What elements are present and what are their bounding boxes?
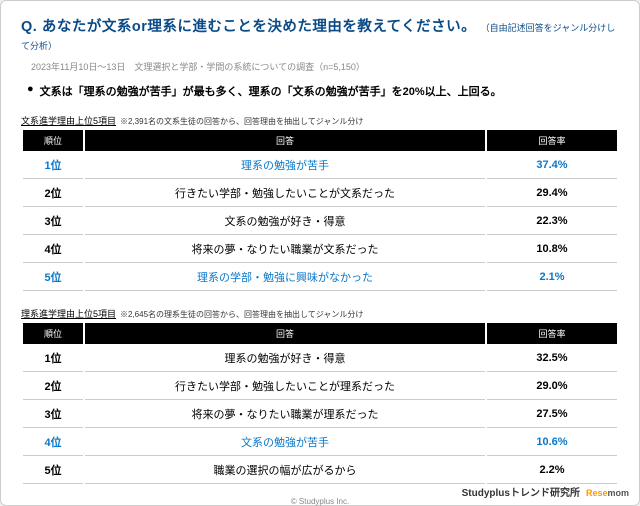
footer: Studyplusトレンド研究所 Resemom <box>462 484 629 499</box>
table-row: 4位文系の勉強が苦手10.6% <box>23 429 617 456</box>
table-header: 順位 <box>23 323 83 344</box>
question-prefix: Q. <box>21 19 42 35</box>
answer-cell: 文系の勉強が苦手 <box>85 429 485 456</box>
table-header: 回答 <box>85 323 485 344</box>
table-block: 理系進学理由上位5項目 ※2,645名の理系生徒の回答から、回答理由を抽出してジャ… <box>21 304 619 485</box>
answer-cell: 文系の勉強が好き・得意 <box>85 208 485 235</box>
table-header: 順位 <box>23 130 83 151</box>
pct-cell: 27.5% <box>487 401 617 428</box>
rank-cell: 3位 <box>23 208 83 235</box>
table-row: 4位将来の夢・なりたい職業が文系だった10.8% <box>23 236 617 263</box>
table-row: 2位行きたい学部・勉強したいことが理系だった29.0% <box>23 373 617 400</box>
resemom-logo: Resemom <box>586 488 629 498</box>
rank-cell: 2位 <box>23 373 83 400</box>
summary-row: ● 文系は「理系の勉強が苦手」が最も多く、理系の「文系の勉強が苦手」を20%以上… <box>21 83 619 99</box>
answer-cell: 理系の勉強が苦手 <box>85 152 485 179</box>
pct-cell: 22.3% <box>487 208 617 235</box>
pct-cell: 37.4% <box>487 152 617 179</box>
subtitle: 2023年11月10日～13日 文理選択と学部・学問の系統についての調査（n=5… <box>31 60 619 73</box>
table-caption: 文系進学理由上位5項目 <box>21 114 116 127</box>
table-note: ※2,645名の理系生徒の回答から、回答理由を抽出してジャンル分け <box>120 310 363 319</box>
question-text: あなたが文系or理系に進むことを決めた理由を教えてください。 <box>42 19 476 35</box>
answer-cell: 職業の選択の幅が広がるから <box>85 457 485 484</box>
pct-cell: 10.8% <box>487 236 617 263</box>
table-block: 文系進学理由上位5項目 ※2,391名の文系生徒の回答から、回答理由を抽出してジャ… <box>21 111 619 292</box>
data-table: 順位回答回答率1位理系の勉強が苦手37.4%2位行きたい学部・勉強したいことが文… <box>21 129 619 292</box>
question-row: Q. あなたが文系or理系に進むことを決めた理由を教えてください。 （自由記述回… <box>21 15 619 54</box>
rank-cell: 4位 <box>23 429 83 456</box>
table-row: 1位理系の勉強が苦手37.4% <box>23 152 617 179</box>
table-row: 2位行きたい学部・勉強したいことが文系だった29.4% <box>23 180 617 207</box>
pct-cell: 32.5% <box>487 345 617 372</box>
answer-cell: 理系の勉強が好き・得意 <box>85 345 485 372</box>
table-header: 回答率 <box>487 130 617 151</box>
rank-cell: 5位 <box>23 457 83 484</box>
table-row: 3位将来の夢・なりたい職業が理系だった27.5% <box>23 401 617 428</box>
summary-text: 文系は「理系の勉強が苦手」が最も多く、理系の「文系の勉強が苦手」を20%以上、上… <box>40 83 502 99</box>
pct-cell: 10.6% <box>487 429 617 456</box>
pct-cell: 29.4% <box>487 180 617 207</box>
table-row: 5位理系の学部・勉強に興味がなかった2.1% <box>23 264 617 291</box>
pct-cell: 29.0% <box>487 373 617 400</box>
bullet-icon: ● <box>27 83 34 95</box>
table-header: 回答 <box>85 130 485 151</box>
rank-cell: 5位 <box>23 264 83 291</box>
table-header: 回答率 <box>487 323 617 344</box>
pct-cell: 2.2% <box>487 457 617 484</box>
table-row: 1位理系の勉強が好き・得意32.5% <box>23 345 617 372</box>
rank-cell: 1位 <box>23 345 83 372</box>
brand-name: Studyplusトレンド研究所 <box>462 484 580 499</box>
page: Q. あなたが文系or理系に進むことを決めた理由を教えてください。 （自由記述回… <box>0 0 640 506</box>
rank-cell: 2位 <box>23 180 83 207</box>
rank-cell: 3位 <box>23 401 83 428</box>
data-table: 順位回答回答率1位理系の勉強が好き・得意32.5%2位行きたい学部・勉強したいこ… <box>21 322 619 485</box>
tables-container: 文系進学理由上位5項目 ※2,391名の文系生徒の回答から、回答理由を抽出してジャ… <box>21 111 619 485</box>
table-note: ※2,391名の文系生徒の回答から、回答理由を抽出してジャンル分け <box>120 117 363 126</box>
answer-cell: 行きたい学部・勉強したいことが理系だった <box>85 373 485 400</box>
rank-cell: 1位 <box>23 152 83 179</box>
table-caption: 理系進学理由上位5項目 <box>21 307 116 320</box>
table-row: 3位文系の勉強が好き・得意22.3% <box>23 208 617 235</box>
table-row: 5位職業の選択の幅が広がるから2.2% <box>23 457 617 484</box>
pct-cell: 2.1% <box>487 264 617 291</box>
answer-cell: 行きたい学部・勉強したいことが文系だった <box>85 180 485 207</box>
answer-cell: 将来の夢・なりたい職業が文系だった <box>85 236 485 263</box>
rank-cell: 4位 <box>23 236 83 263</box>
answer-cell: 理系の学部・勉強に興味がなかった <box>85 264 485 291</box>
answer-cell: 将来の夢・なりたい職業が理系だった <box>85 401 485 428</box>
